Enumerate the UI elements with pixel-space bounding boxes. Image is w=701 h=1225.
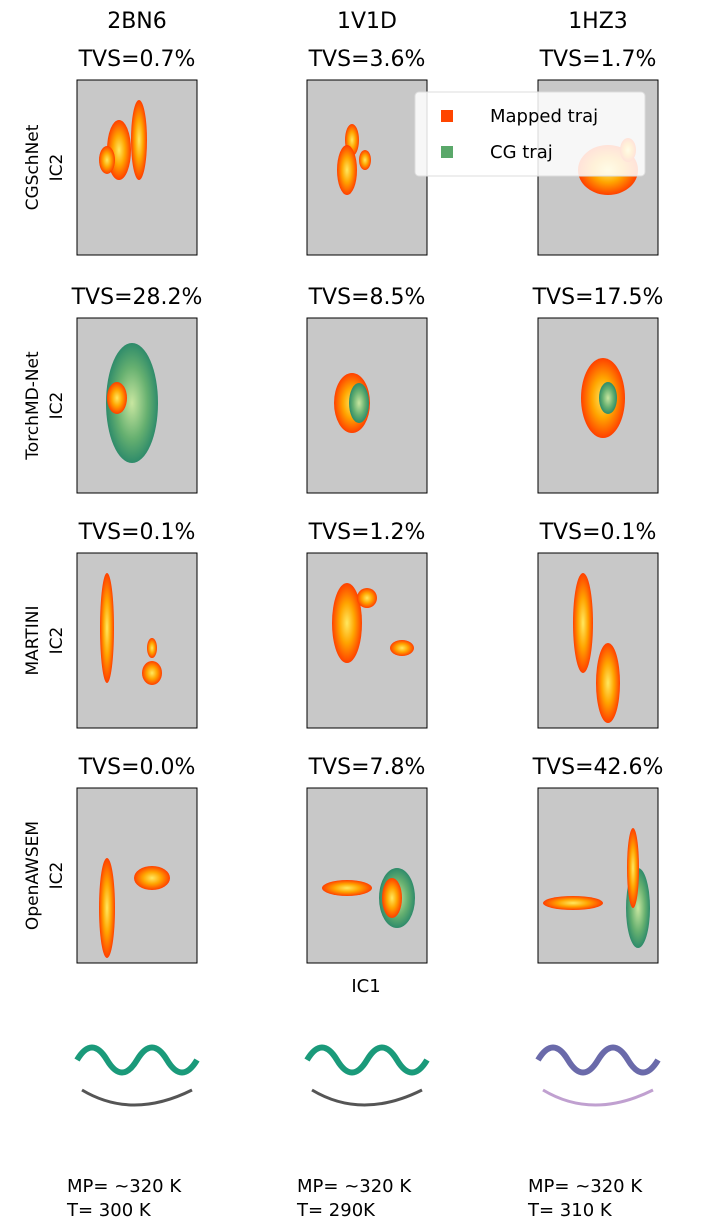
tvs-label: TVS=1.7%: [539, 47, 657, 72]
structure-loop: [542, 1088, 654, 1107]
density-mapped: [573, 573, 593, 673]
footer-mp: MP= ~320 K: [297, 1176, 412, 1197]
row-label: MARTINI: [23, 605, 43, 675]
tvs-label: TVS=1.2%: [308, 520, 426, 545]
tvs-label: TVS=3.6%: [308, 47, 426, 72]
density-mapped: [359, 150, 371, 170]
density-mapped: [134, 866, 170, 890]
density-mapped: [543, 896, 603, 910]
structure-loop: [311, 1088, 423, 1107]
footer-t: T= 310 K: [527, 1200, 613, 1221]
legend-label: CG traj: [490, 142, 553, 163]
footer-t: T= 290K: [296, 1200, 376, 1221]
y-axis-label: IC2: [47, 627, 67, 655]
density-mapped: [322, 880, 372, 896]
density-cg: [106, 343, 158, 463]
footer-mp: MP= ~320 K: [67, 1176, 182, 1197]
density-mapped: [382, 878, 402, 918]
column-title: 1V1D: [337, 9, 397, 34]
tvs-label: TVS=0.1%: [539, 520, 657, 545]
density-mapped: [627, 828, 639, 908]
structure-loop: [81, 1088, 193, 1107]
tvs-label: TVS=8.5%: [308, 285, 426, 310]
structure-helix: [74, 1044, 200, 1076]
density-mapped: [390, 640, 414, 656]
density-mapped: [100, 573, 114, 683]
x-axis-label: IC1: [351, 976, 380, 997]
column-title: 2BN6: [107, 9, 167, 34]
tvs-label: TVS=0.7%: [78, 47, 196, 72]
panel: [306, 552, 428, 729]
legend-marker: [441, 110, 453, 122]
row-label: CGSchNet: [23, 124, 43, 210]
density-mapped: [147, 638, 157, 658]
structure-helix: [304, 1044, 430, 1076]
legend-box: [414, 91, 646, 177]
y-axis-label: IC2: [47, 154, 67, 182]
tvs-label: TVS=0.0%: [78, 755, 196, 780]
legend: Mapped traj CG traj: [414, 91, 646, 177]
structure-helix: [535, 1044, 661, 1076]
footer-mp: MP= ~320 K: [528, 1176, 643, 1197]
density-mapped: [337, 145, 357, 195]
footer-t: T= 300 K: [66, 1200, 152, 1221]
density-mapped: [332, 583, 362, 663]
density-cg: [349, 383, 369, 423]
panel: [306, 79, 428, 256]
tvs-label: TVS=28.2%: [71, 285, 203, 310]
legend-marker: [441, 146, 453, 158]
tvs-label: TVS=0.1%: [78, 520, 196, 545]
legend-label: Mapped traj: [490, 106, 598, 127]
panel: [306, 787, 428, 964]
density-mapped: [131, 100, 147, 180]
density-mapped: [357, 588, 377, 608]
density-mapped: [596, 643, 620, 723]
density-mapped: [99, 146, 115, 174]
density-mapped: [142, 661, 162, 685]
y-axis-label: IC2: [47, 862, 67, 890]
tvs-label: TVS=42.6%: [532, 755, 664, 780]
column-title: 1HZ3: [568, 9, 628, 34]
panel: [76, 552, 198, 729]
density-mapped: [99, 858, 115, 958]
tvs-label: TVS=7.8%: [308, 755, 426, 780]
density-mapped: [107, 382, 127, 414]
tvs-label: TVS=17.5%: [532, 285, 664, 310]
row-label: OpenAWSEM: [23, 821, 43, 930]
row-label: TorchMD-Net: [23, 351, 43, 461]
density-cg: [599, 382, 617, 414]
y-axis-label: IC2: [47, 392, 67, 420]
